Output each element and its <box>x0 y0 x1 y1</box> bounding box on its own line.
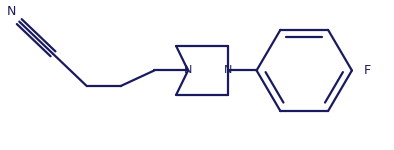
Text: N: N <box>184 65 192 75</box>
Text: F: F <box>364 64 371 77</box>
Text: N: N <box>223 65 232 75</box>
Text: N: N <box>7 5 16 18</box>
